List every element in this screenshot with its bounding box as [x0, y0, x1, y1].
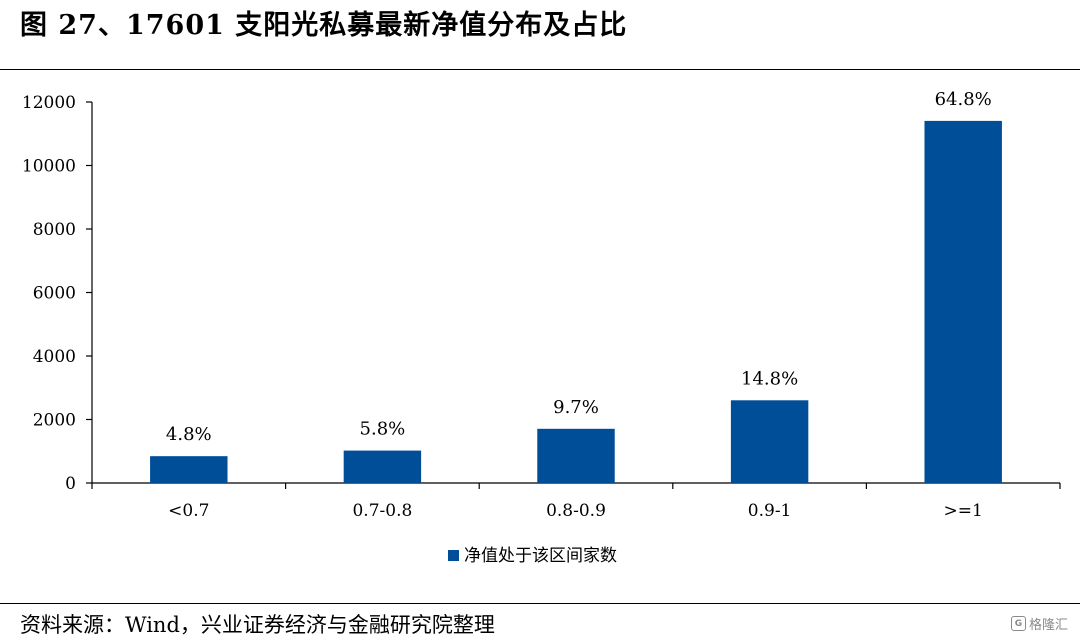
legend: 净值处于该区间家数	[448, 546, 617, 566]
data-label: 4.8%	[166, 424, 212, 445]
y-tick-label: 4000	[33, 347, 76, 367]
y-axis: 0 2000 4000 6000 8000 10000 12000	[22, 93, 93, 494]
x-tick-label: <0.7	[168, 501, 209, 521]
bar-5	[924, 120, 1002, 484]
gelonghui-logo-icon: G	[1010, 616, 1026, 631]
source-note: 资料来源：Wind，兴业证券经济与金融研究院整理	[20, 613, 495, 637]
y-tick-label: 2000	[33, 411, 76, 431]
bar-chart: 0 2000 4000 6000 8000 10000 12000 <0.7 0.7-0.8 0…	[22, 89, 1061, 566]
bar-2	[343, 450, 422, 483]
bar-4	[730, 400, 809, 483]
x-tick-label: 0.9-1	[748, 501, 792, 521]
x-axis: <0.7 0.7-0.8 0.8-0.9 0.9-1 >=1	[91, 482, 1061, 521]
watermark-text: 格隆汇	[1028, 618, 1068, 633]
source-divider	[0, 603, 1080, 604]
x-tick-label: 0.8-0.9	[546, 501, 606, 521]
x-tick-label: >=1	[944, 501, 983, 521]
bar-1	[150, 456, 228, 483]
data-label: 14.8%	[741, 368, 798, 389]
bar-series	[150, 120, 1002, 484]
y-tick-label: 12000	[22, 93, 76, 113]
x-tick-label: 0.7-0.8	[352, 501, 412, 521]
bar-3	[537, 428, 615, 483]
legend-label: 净值处于该区间家数	[464, 546, 617, 566]
y-tick-label: 0	[65, 474, 76, 494]
y-tick-label: 8000	[33, 220, 76, 240]
data-label: 9.7%	[553, 397, 599, 418]
y-tick-label: 6000	[33, 284, 76, 304]
title-divider	[0, 69, 1080, 70]
data-labels: 4.8% 5.8% 9.7% 14.8% 64.8%	[166, 89, 992, 445]
data-label: 64.8%	[935, 89, 992, 110]
data-label: 5.8%	[360, 419, 406, 440]
y-tick-label: 10000	[22, 157, 76, 177]
legend-swatch	[448, 550, 459, 561]
page-title: 图 27、17601 支阳光私募最新净值分布及占比	[20, 10, 628, 41]
watermark: G 格隆汇	[1010, 614, 1068, 633]
